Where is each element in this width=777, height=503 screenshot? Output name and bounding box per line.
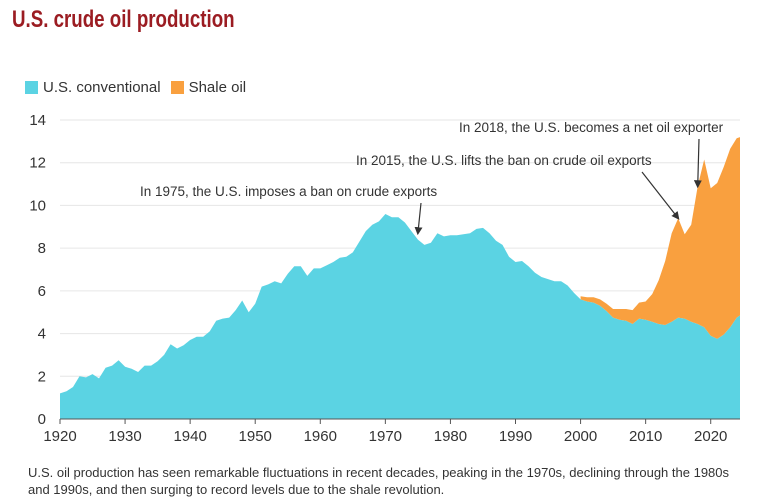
series-area-conventional [60, 214, 740, 419]
legend-swatch-shale [170, 81, 184, 94]
legend-label-conventional: U.S. conventional [43, 79, 161, 96]
legend-item-conventional: U.S. conventional [25, 79, 161, 96]
legend-label-shale: Shale oil [188, 79, 247, 96]
y-tick-label: 6 [38, 283, 46, 300]
annotation-text: In 2015, the U.S. lifts the ban on crude… [356, 153, 652, 168]
y-tick-label: 2 [38, 368, 46, 385]
x-tick-label: 1950 [239, 428, 272, 445]
y-tick-label: 10 [29, 197, 46, 214]
x-tick-label: 2010 [629, 428, 662, 445]
y-tick-label: 14 [29, 112, 46, 129]
annotation-arrow [693, 138, 702, 189]
y-tick-label: 0 [38, 411, 46, 428]
legend: U.S. conventional Shale oil [25, 79, 256, 96]
x-tick-label: 1970 [369, 428, 402, 445]
area-series [60, 137, 740, 419]
x-tick-label: 2000 [564, 428, 597, 445]
axes: 0 2 4 6 8 10 12 14 1920 1930 1940 1950 1960 1970 1980 1… [29, 112, 740, 445]
x-tick-label: 1990 [499, 428, 532, 445]
annotation-arrow [414, 202, 423, 236]
x-tick-label: 1980 [434, 428, 467, 445]
chart-caption: U.S. oil production has seen remarkable … [28, 465, 730, 497]
x-tick-label: 2020 [694, 428, 727, 445]
x-tick-label: 1940 [173, 428, 206, 445]
annotation-text: In 1975, the U.S. imposes a ban on crude… [140, 184, 437, 199]
x-tick-label: 1960 [304, 428, 337, 445]
y-tick-label: 8 [38, 240, 46, 257]
annotation-text: In 2018, the U.S. becomes a net oil expo… [459, 120, 724, 135]
chart-plot-area: 0 2 4 6 8 10 12 14 1920 1930 1940 1950 1960 1970 1980 1… [29, 112, 740, 445]
annotation-arrow [641, 171, 680, 220]
legend-swatch-conventional [25, 81, 38, 94]
x-tick-label: 1930 [108, 428, 141, 445]
annotations: In 1975, the U.S. imposes a ban on crude… [140, 120, 724, 236]
y-tick-label: 12 [29, 155, 46, 172]
legend-item-shale: Shale oil [170, 79, 247, 96]
y-tick-label: 4 [38, 326, 46, 343]
chart-title: U.S. crude oil production [12, 6, 235, 33]
x-tick-label: 1920 [43, 428, 76, 445]
